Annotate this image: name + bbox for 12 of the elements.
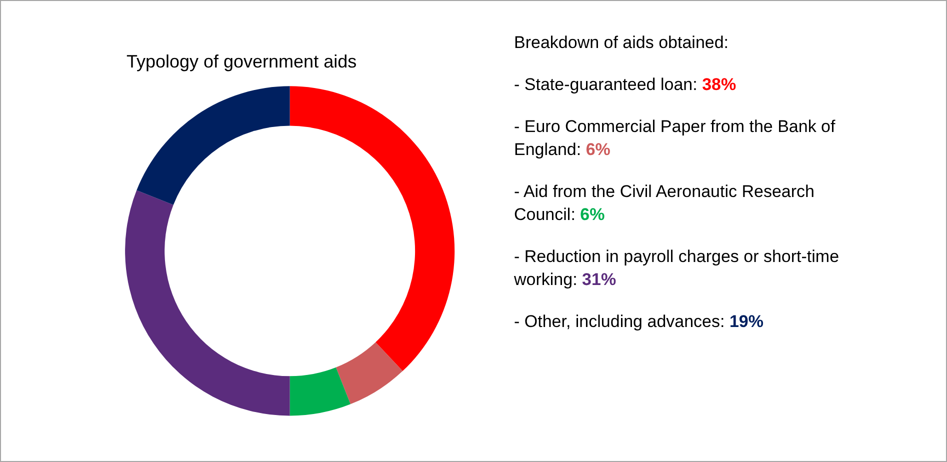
chart-title: Typology of government aids — [126, 51, 357, 72]
text: - Other, including advances: 19% — [514, 311, 764, 333]
text: - State-guaranteed loan: 38% — [514, 74, 738, 96]
donut-slice — [290, 367, 350, 416]
text: - Reduction in payroll charges or short-time working: 31% — [514, 246, 840, 291]
donut-slice — [125, 190, 290, 416]
donut-slice — [290, 86, 454, 372]
donut-slice — [336, 342, 403, 404]
text: - Aid from the Civil Aeronautic Research Council: 6% — [514, 181, 816, 226]
text: Breakdown of aids obtained: — [514, 32, 730, 54]
donut-slice — [136, 86, 290, 205]
text: - Euro Commercial Paper from the Bank of England: 6% — [514, 116, 836, 161]
